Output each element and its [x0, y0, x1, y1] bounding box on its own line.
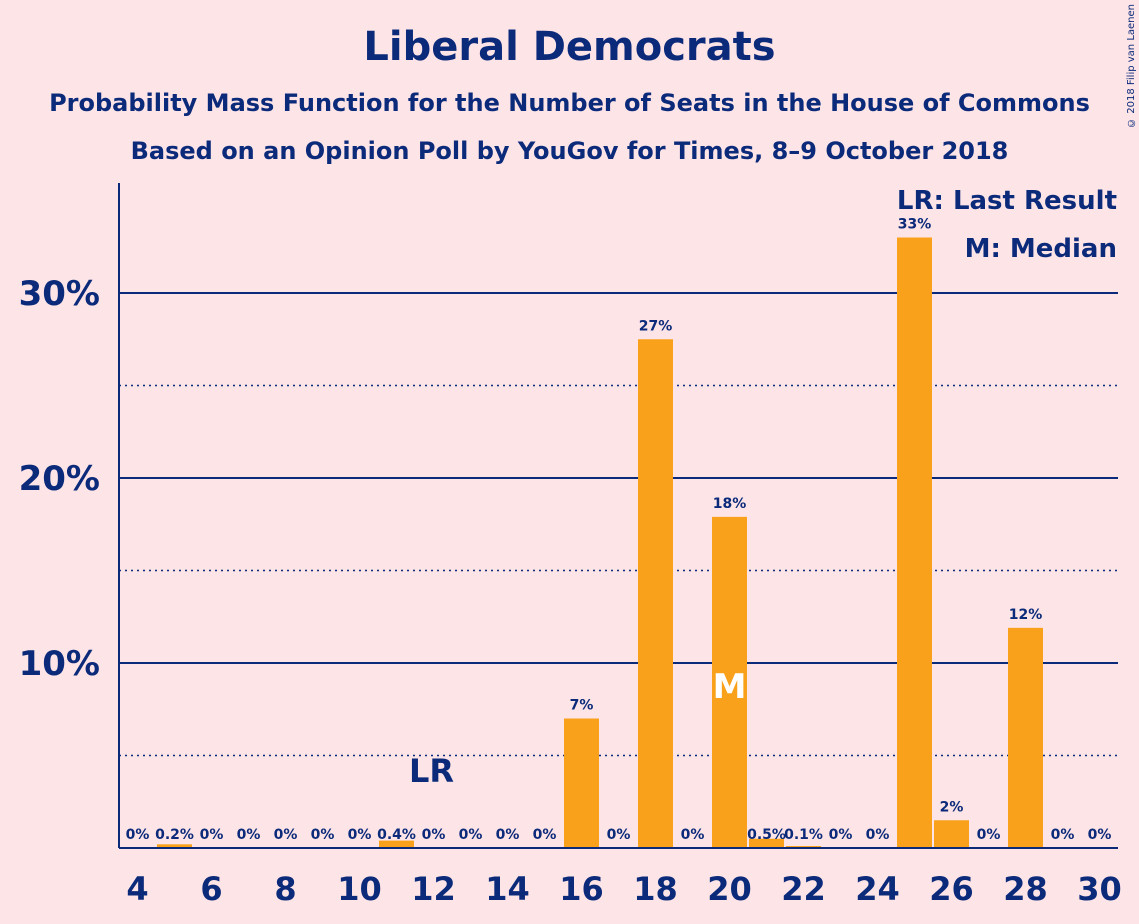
y-tick-label: 10% — [19, 644, 100, 684]
data-label-seat-15: 0% — [533, 827, 557, 843]
x-tick-label: 8 — [274, 870, 296, 908]
legend-last-result: LR: Last Result — [897, 186, 1117, 216]
data-label-seat-20: 18% — [713, 496, 747, 512]
chart-title: Liberal Democrats — [363, 24, 776, 70]
bar-seat-28 — [1008, 627, 1043, 848]
data-label-seat-29: 0% — [1051, 827, 1075, 843]
x-tick-label: 6 — [200, 870, 222, 908]
x-tick-label: 4 — [126, 870, 148, 908]
data-label-seat-10: 0% — [348, 827, 372, 843]
x-tick-label: 10 — [337, 870, 382, 908]
y-tick-label: 30% — [19, 274, 100, 314]
x-tick-label: 24 — [855, 870, 900, 908]
x-tick-label: 14 — [485, 870, 530, 908]
data-label-seat-6: 0% — [200, 827, 224, 843]
median-marker: M — [713, 667, 747, 707]
data-label-seat-22: 0.1% — [784, 827, 823, 843]
x-tick-label: 22 — [781, 870, 826, 908]
bar-seat-18 — [638, 339, 673, 848]
x-tick-label: 30 — [1077, 870, 1122, 908]
bar-seat-20 — [712, 516, 747, 848]
bar-seat-16 — [564, 718, 599, 848]
bar-seat-5 — [157, 844, 192, 848]
legend-median: M: Median — [965, 234, 1117, 264]
bar-seat-11 — [379, 840, 414, 848]
data-label-seat-13: 0% — [459, 827, 483, 843]
data-label-seat-5: 0.2% — [155, 827, 194, 843]
x-tick-label: 26 — [929, 870, 974, 908]
data-label-seat-14: 0% — [496, 827, 520, 843]
data-label-seat-12: 0% — [422, 827, 446, 843]
data-label-seat-28: 12% — [1009, 607, 1043, 623]
chart-subtitle: Probability Mass Function for the Number… — [49, 89, 1090, 117]
data-label-seat-4: 0% — [126, 827, 150, 843]
data-label-seat-26: 2% — [940, 799, 964, 815]
data-label-seat-16: 7% — [570, 698, 594, 714]
y-tick-label: 20% — [19, 459, 100, 499]
data-label-seat-24: 0% — [866, 827, 890, 843]
data-label-seat-11: 0.4% — [377, 827, 416, 843]
bar-seat-21 — [749, 838, 784, 848]
x-tick-label: 18 — [633, 870, 678, 908]
data-label-seat-8: 0% — [274, 827, 298, 843]
last-result-marker: LR — [409, 752, 454, 790]
x-tick-label: 28 — [1003, 870, 1048, 908]
data-label-seat-19: 0% — [681, 827, 705, 843]
data-label-seat-7: 0% — [237, 827, 261, 843]
chart-source: Based on an Opinion Poll by YouGov for T… — [130, 137, 1009, 165]
bar-seat-25 — [897, 237, 932, 848]
data-label-seat-17: 0% — [607, 827, 631, 843]
data-label-seat-21: 0.5% — [747, 827, 786, 843]
data-label-seat-27: 0% — [977, 827, 1001, 843]
data-label-seat-18: 27% — [639, 318, 673, 334]
data-label-seat-25: 33% — [898, 217, 932, 233]
x-tick-label: 20 — [707, 870, 752, 908]
data-label-seat-9: 0% — [311, 827, 335, 843]
data-label-seat-23: 0% — [829, 827, 853, 843]
bar-seat-26 — [934, 820, 969, 848]
x-tick-label: 16 — [559, 870, 604, 908]
x-tick-label: 12 — [411, 870, 456, 908]
data-label-seat-30: 0% — [1088, 827, 1112, 843]
